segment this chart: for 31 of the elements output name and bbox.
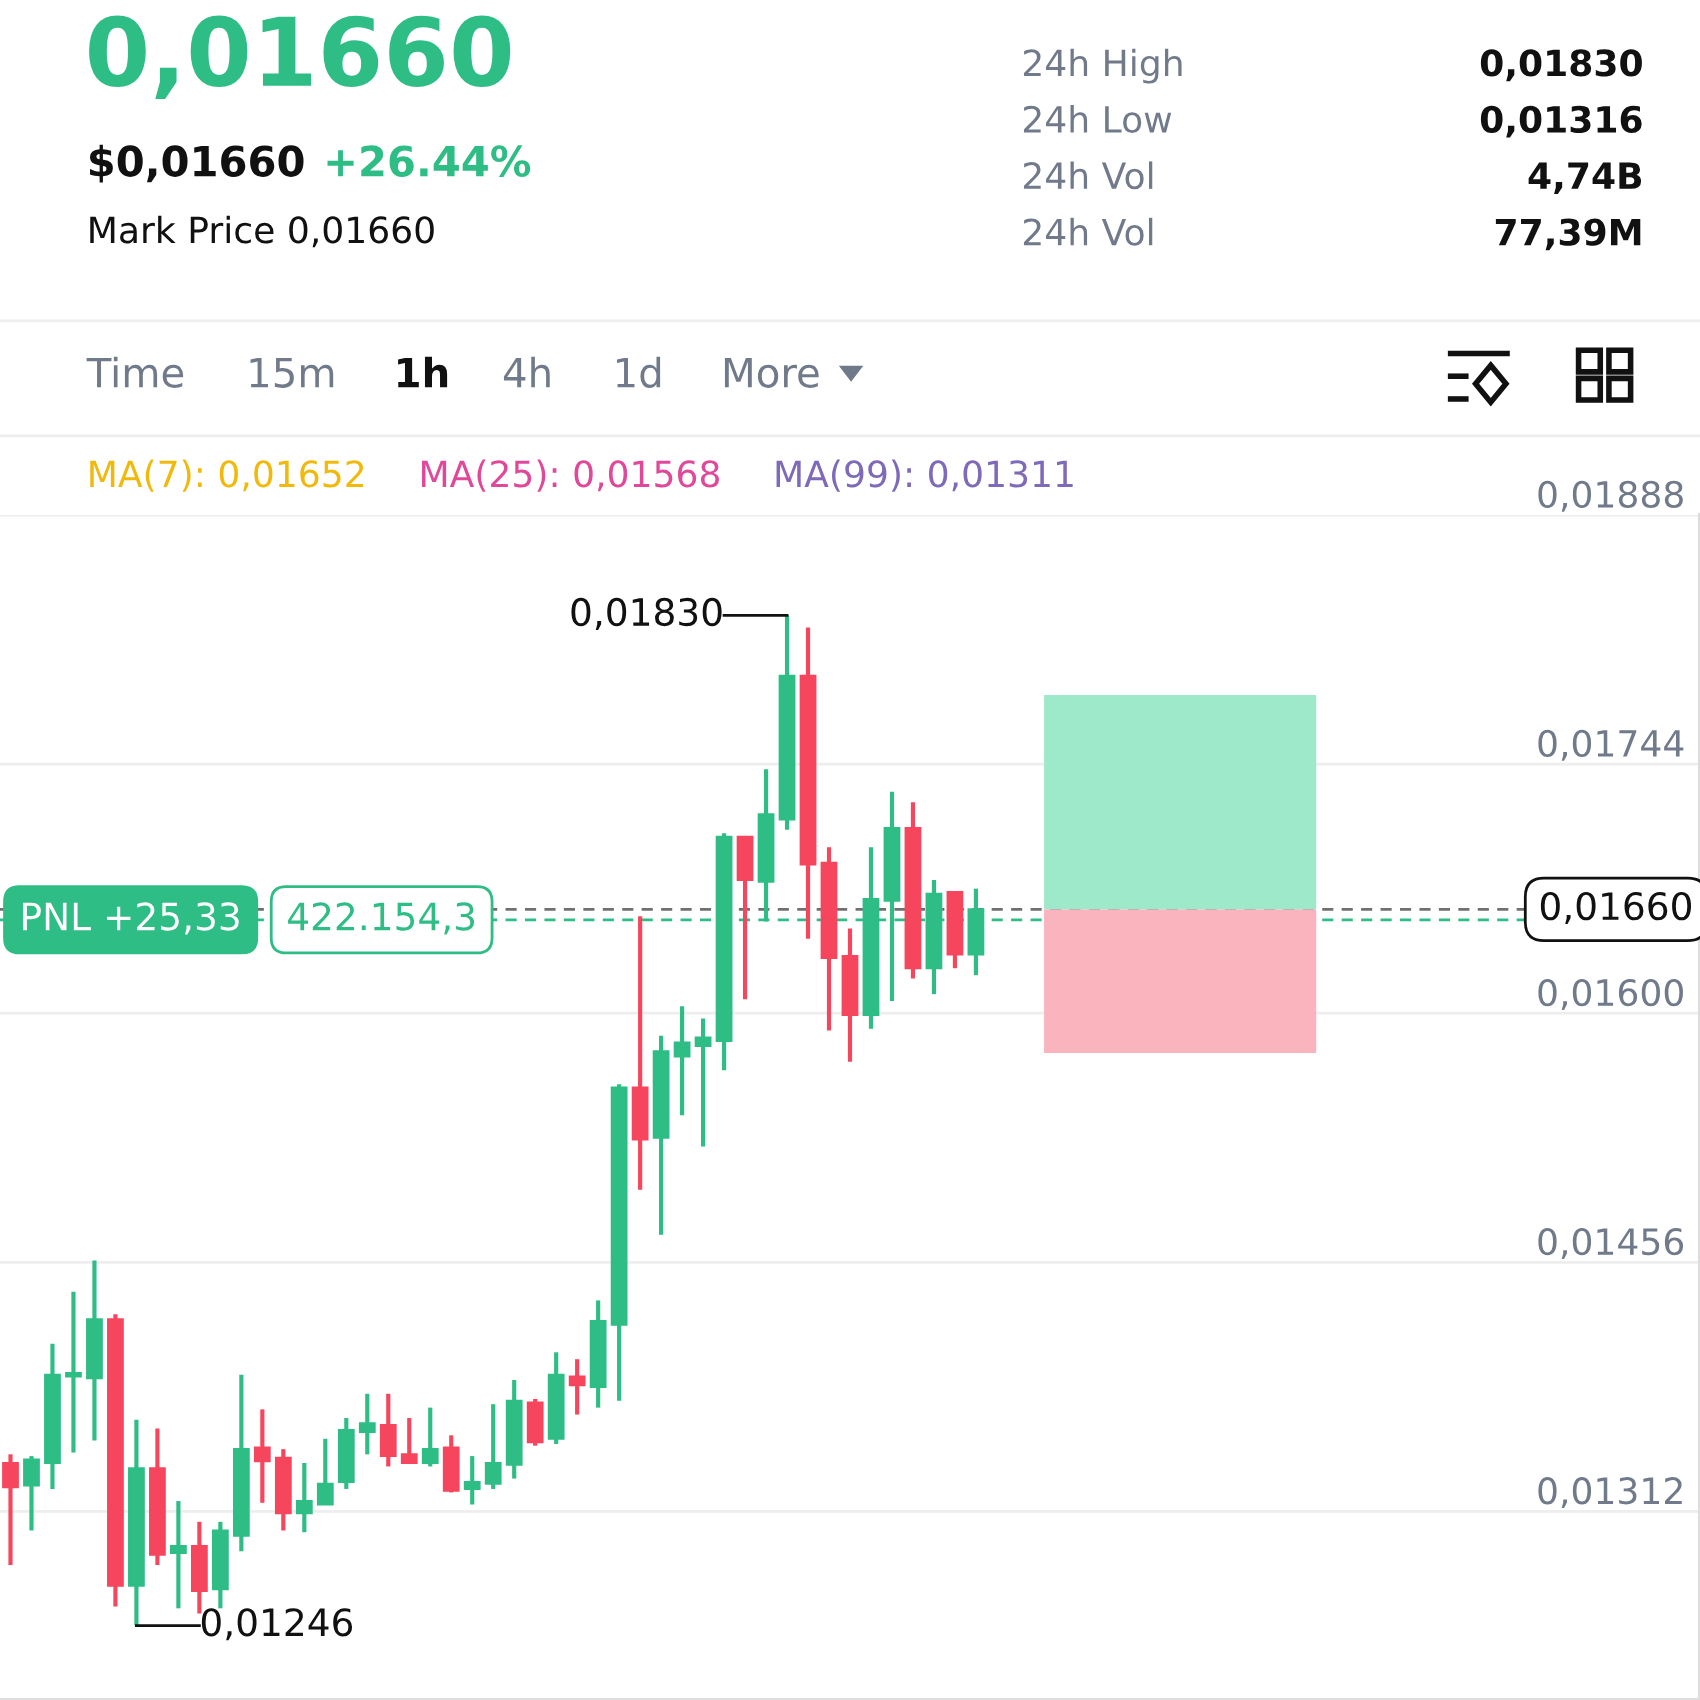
- text: 24h Low: [1023, 105, 1172, 133]
- text: 0,01830: [1480, 49, 1642, 82]
- text: MA(25): 0,01568: [422, 459, 719, 492]
- y-tick-label: 0,01456: [1538, 1228, 1684, 1260]
- text: MA(7): 0,01652: [90, 459, 364, 492]
- text: 1h: [398, 356, 448, 388]
- text: +26.44%: [327, 145, 531, 177]
- text: 1d: [616, 356, 661, 388]
- annotation: 0,01830: [571, 597, 722, 631]
- text: 15m: [250, 357, 334, 388]
- ref-line-label: PNL +25,33: [23, 902, 239, 935]
- annotation: 0,01246: [201, 1608, 353, 1641]
- text: $0,01660: [89, 144, 304, 183]
- ref-line-label: 0,01660: [1540, 891, 1691, 925]
- text: 4,74B: [1528, 162, 1642, 194]
- text: MA(99): 0,01311: [776, 459, 1073, 492]
- annotation: 422.154,3: [288, 902, 475, 935]
- text: 4h: [503, 356, 550, 388]
- chart-title: 0,01660: [89, 15, 511, 100]
- y-tick-label: 0,01600: [1538, 978, 1683, 1010]
- text: 24h High: [1023, 48, 1182, 84]
- y-tick-label: 0,01312: [1538, 1477, 1682, 1509]
- text: 77,39M: [1495, 218, 1641, 251]
- text: Time: [86, 356, 184, 388]
- text: 24h Vol: [1023, 217, 1153, 246]
- text: More: [724, 357, 819, 388]
- text: 24h Vol: [1023, 161, 1153, 190]
- text: 0,01316: [1480, 105, 1642, 138]
- y-tick-label: 0,01888: [1538, 480, 1683, 512]
- y-tick-label: 0,01744: [1538, 729, 1684, 761]
- text: Mark Price 0,01660: [90, 215, 434, 248]
